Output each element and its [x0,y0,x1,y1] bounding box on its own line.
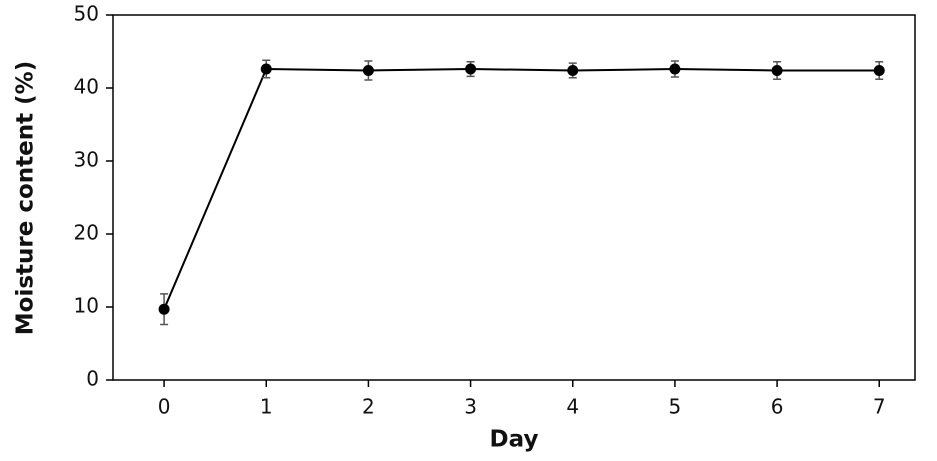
y-tick-label: 10 [74,294,99,318]
x-axis-title: Day [490,427,539,453]
x-tick-label: 1 [260,395,273,419]
y-tick-label: 30 [74,148,99,172]
data-point [260,63,272,75]
x-tick-label: 2 [362,395,375,419]
x-tick-label: 4 [566,395,579,419]
data-point [771,64,783,76]
x-tick-label: 3 [464,395,477,419]
data-point [158,303,170,315]
y-tick-label: 40 [74,75,99,99]
y-tick-label: 0 [86,367,99,391]
y-axis-title: Moisture content (%) [13,61,39,335]
data-point [362,64,374,76]
y-tick-label: 50 [74,2,99,26]
x-tick-label: 6 [771,395,784,419]
data-point [465,63,477,75]
data-point [873,64,885,76]
x-tick-label: 5 [669,395,682,419]
x-tick-label: 7 [873,395,886,419]
plot-frame [112,14,916,381]
y-tick-label: 20 [74,221,99,245]
data-point [567,64,579,76]
x-tick-label: 0 [158,395,171,419]
series-line [163,68,880,310]
data-point [669,63,681,75]
